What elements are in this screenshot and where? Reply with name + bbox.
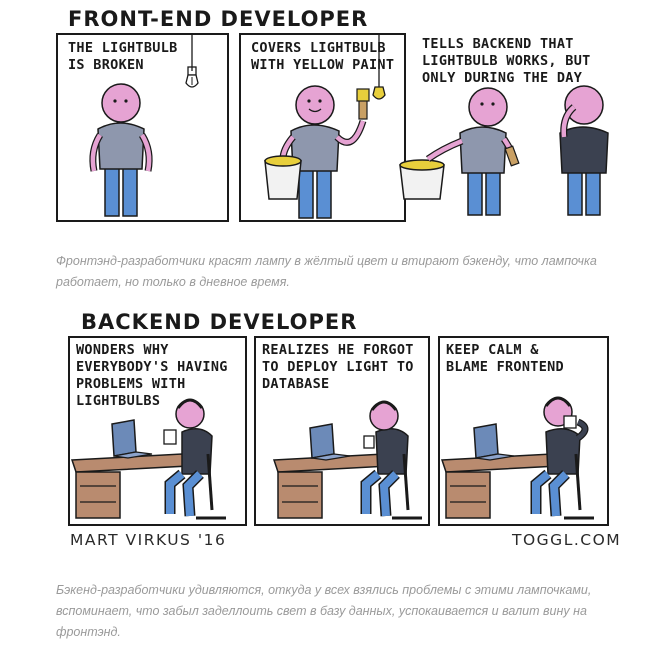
comic2-panel-1: WONDERS WHY EVERYBODY'S HAVING PROBLEMS … [68, 336, 247, 526]
panel-caption: TELLS BACKEND THAT LIGHTBULB WORKS, BUT … [422, 36, 591, 86]
panel-caption: REALIZES HE FORGOT TO DEPLOY LIGHT TO DA… [262, 342, 414, 392]
frontend-and-backend-figures [399, 85, 609, 216]
backend-dev-drinking-coffee [440, 396, 594, 520]
comic1-title: FRONT-END DEVELOPER [68, 7, 369, 31]
panel-caption: THE LIGHTBULB IS BROKEN [68, 40, 178, 73]
author-signature: MART VIRKUS '16 [70, 531, 227, 549]
backend-dev-at-desk [272, 400, 422, 520]
comic1-panel-2: COVERS LIGHTBULB WITH YELLOW PAINT [239, 33, 406, 222]
comic2-description: Бэкенд-разработчики удивляются, откуда у… [56, 583, 592, 639]
developer-figure [89, 83, 153, 217]
hanging-lightbulb-icon [372, 33, 386, 100]
comic2-title: BACKEND DEVELOPER [81, 310, 358, 334]
site-link[interactable]: TOGGL.COM [512, 531, 622, 549]
comic1-description: Фронтэнд-разработчики красят лампу в жёл… [56, 254, 597, 289]
hanging-lightbulb-icon [185, 33, 199, 88]
comic2-panel-2: REALIZES HE FORGOT TO DEPLOY LIGHT TO DA… [254, 336, 430, 526]
panel-caption: WONDERS WHY EVERYBODY'S HAVING PROBLEMS … [76, 342, 228, 409]
comic1-panel-1: THE LIGHTBULB IS BROKEN [56, 33, 229, 222]
backend-dev-at-desk [70, 398, 226, 520]
panel-caption: COVERS LIGHTBULB WITH YELLOW PAINT [251, 40, 395, 73]
panel-caption: KEEP CALM & BLAME FRONTEND [446, 342, 564, 375]
developer-painting-figure [264, 85, 370, 219]
comic1-panel-3: TELLS BACKEND THAT LIGHTBULB WORKS, BUT … [399, 33, 634, 222]
comic2-panel-3: KEEP CALM & BLAME FRONTEND [438, 336, 609, 526]
